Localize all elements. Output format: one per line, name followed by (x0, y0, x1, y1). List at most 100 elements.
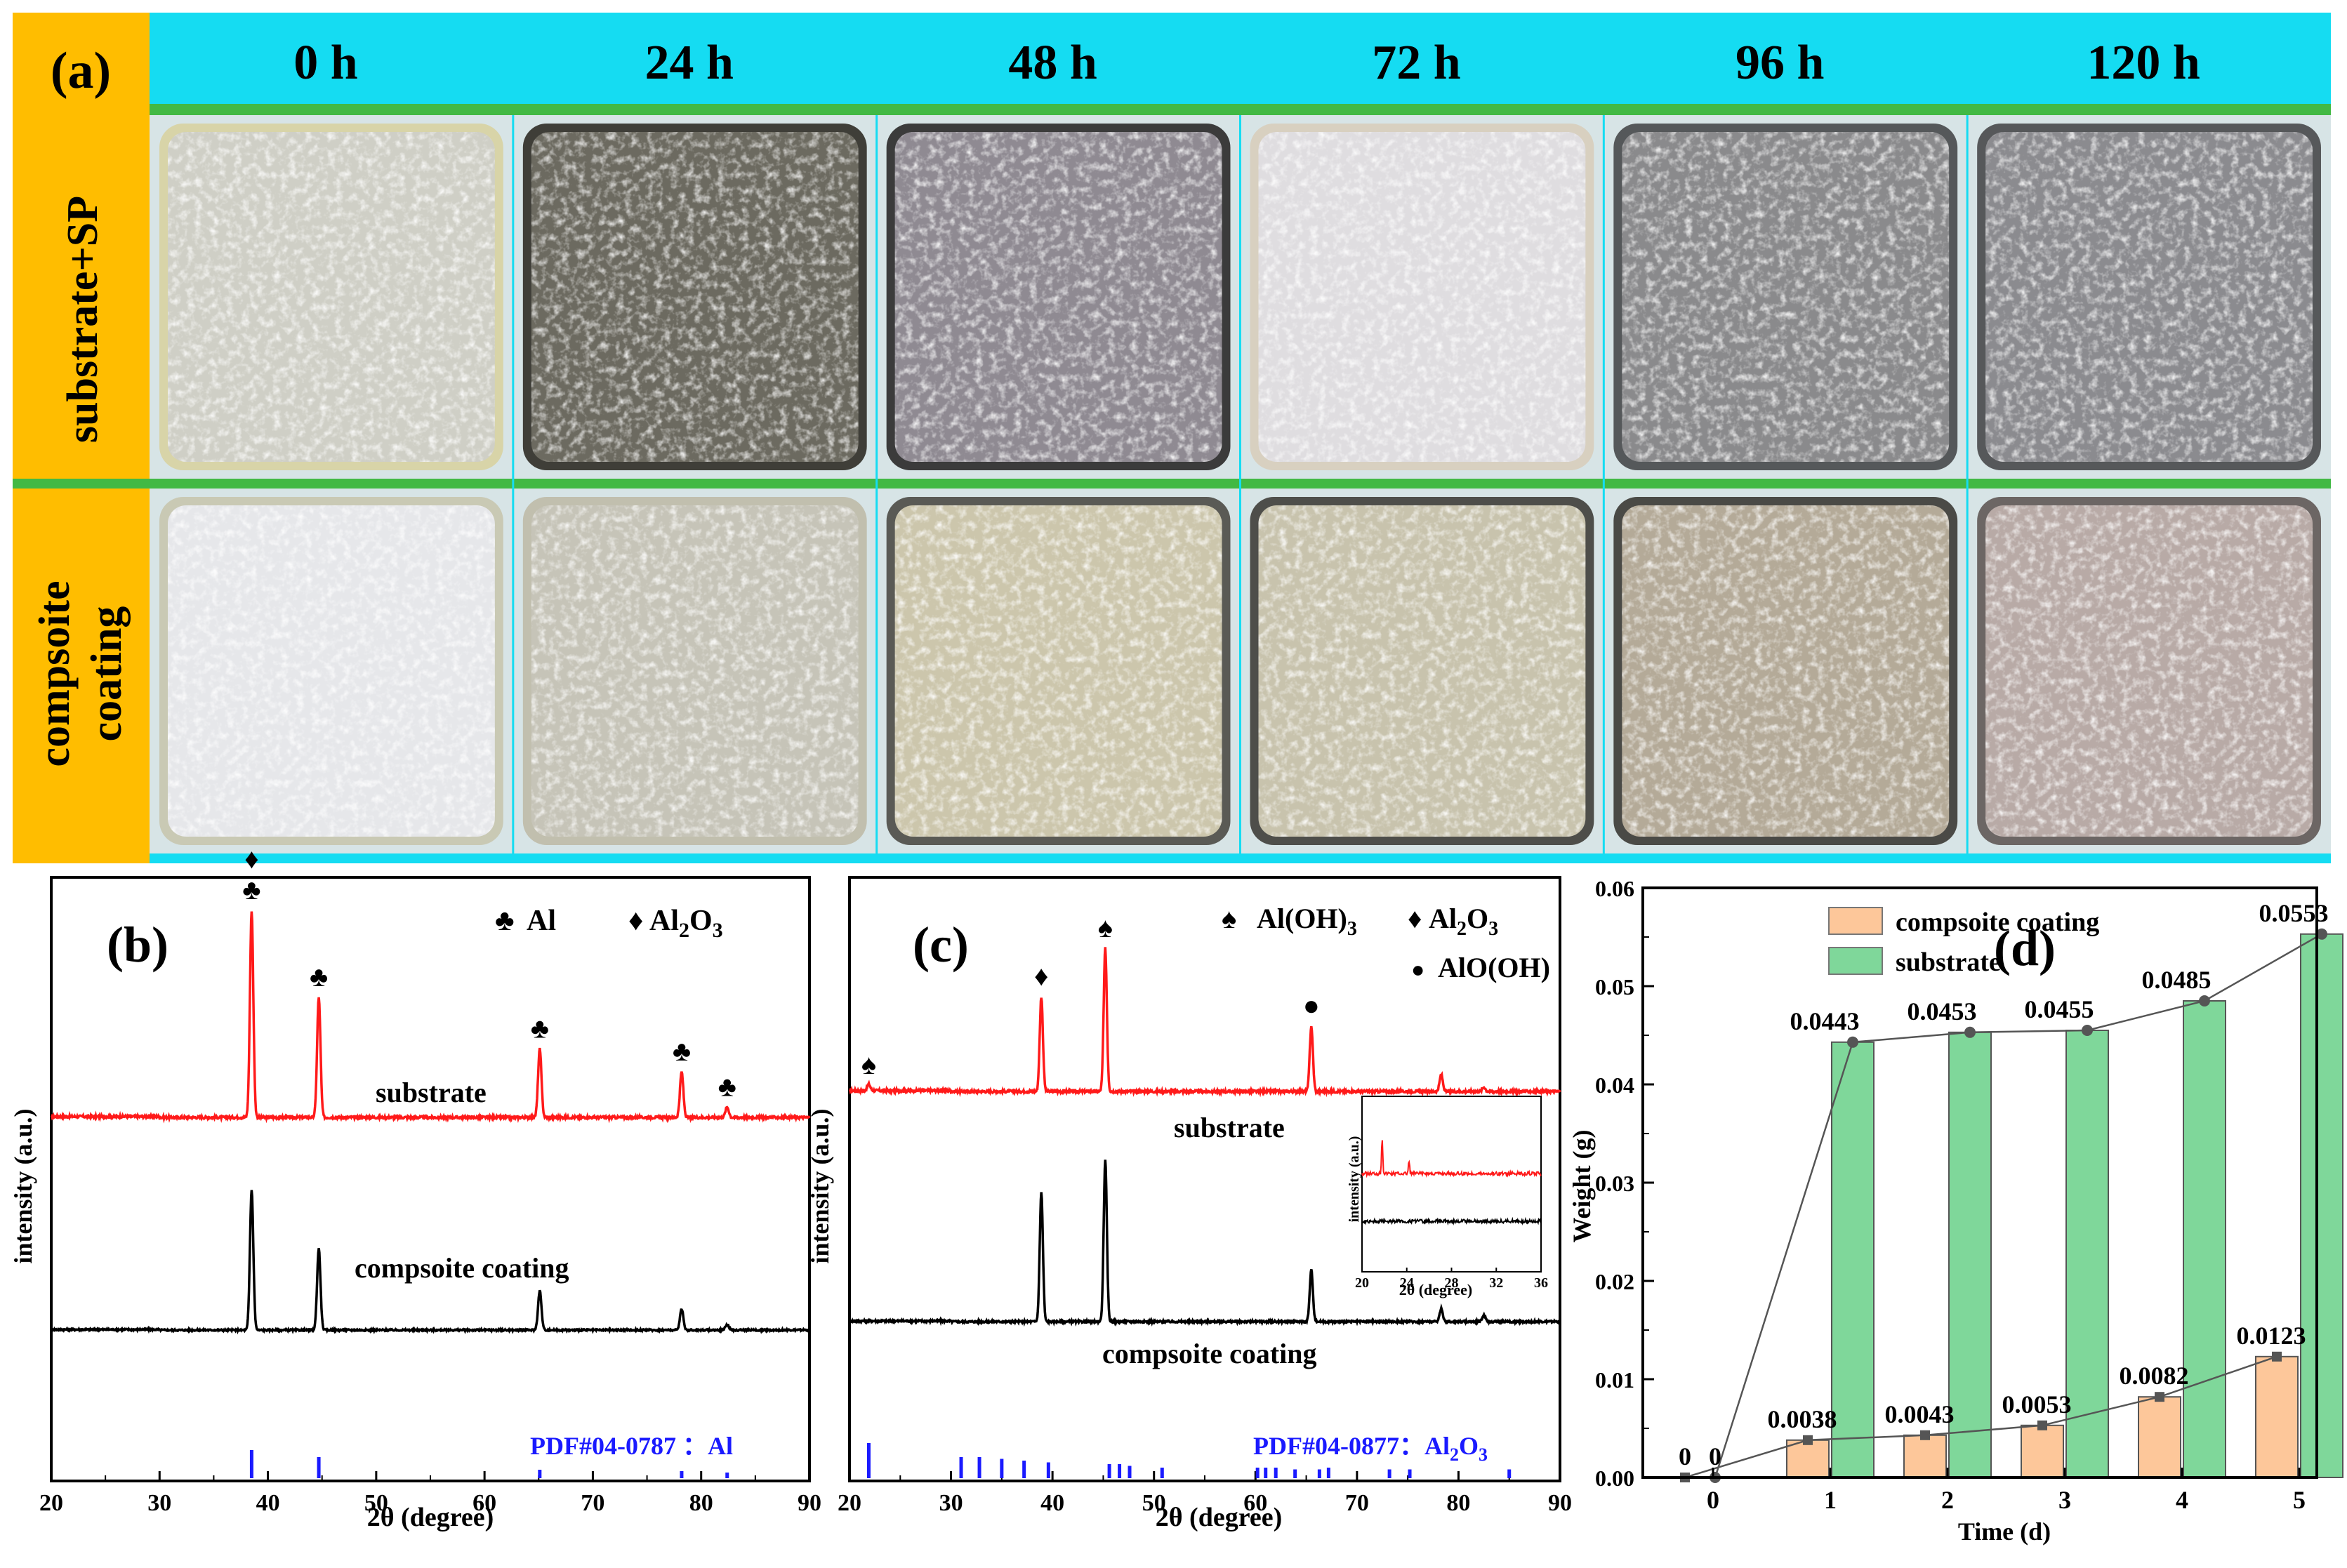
panel-c-x-axis-label: 2θ (degree) (1156, 1503, 1283, 1532)
bar-0-4 (2138, 1396, 2181, 1478)
sample-texture (1258, 505, 1586, 837)
x-tick-label-80: 80 (689, 1490, 713, 1516)
data-label-0-0: 0 (1679, 1442, 1691, 1470)
y-tick-label-4: 0.04 (1595, 1072, 1634, 1098)
point-0-2 (1920, 1430, 1930, 1440)
sample-texture (531, 132, 859, 462)
panel-a-middle-green-line (13, 479, 2331, 489)
panel-c-inset: 20 24 28 32 36 (1355, 1096, 1548, 1291)
trace-label-substrate-c: substrate (1174, 1112, 1285, 1143)
inset-y-axis-label: intensity (a.u.) (1347, 1136, 1362, 1223)
xrd-trace-compsoite-coating (50, 1190, 811, 1335)
x-category-label-4: 4 (2176, 1486, 2188, 1514)
sample-photo-r1-c5 (1967, 489, 2331, 853)
sample-photo-r1-c0 (150, 489, 513, 853)
data-label-0-4: 0.0082 (2120, 1362, 2189, 1390)
bar-0-1 (1786, 1439, 1830, 1479)
sample-texture (168, 132, 495, 462)
x-tick-label-60: 60 (1243, 1490, 1267, 1516)
x-tick-label-30: 30 (147, 1490, 171, 1516)
x-tick-label-40: 40 (1040, 1490, 1064, 1516)
peak-marker-0-0: ♠ (861, 1049, 876, 1080)
time-header-labels: 0 h 24 h 48 h 72 h 96 h 120 h (293, 36, 2200, 90)
peak-marker-2-0: ♠ (1098, 912, 1113, 943)
x-tick-label-20: 20 (39, 1490, 63, 1516)
panel-c-legend: ♠ Al(OH)3 ♦ Al2O3 ● AlO(OH) (1222, 903, 1550, 983)
sample-photo-r1-c3 (1240, 489, 1604, 853)
time-label-3: 72 h (1372, 36, 1460, 90)
sample-photo-r0-c4 (1604, 115, 1968, 479)
x-tick-label-80: 80 (1446, 1490, 1470, 1516)
trace-label-composite-c: compsoite coating (1102, 1338, 1317, 1369)
point-0-5 (2272, 1351, 2282, 1362)
legend-label-substrate: substrate (1896, 948, 2001, 977)
peak-marker-3-0: ♣ (673, 1035, 691, 1067)
legend-swatch-composite (1828, 907, 1883, 935)
sample-photo-r0-c3 (1240, 115, 1604, 479)
panel-d-y-axis-label: Weight (g) (1568, 1130, 1596, 1243)
sample-photo-r0-c5 (1967, 115, 2331, 479)
x-tick-label-50: 50 (1142, 1490, 1166, 1516)
sample-texture (1258, 132, 1586, 462)
x-tick-label-70: 70 (1345, 1490, 1369, 1516)
point-0-4 (2155, 1392, 2164, 1402)
inset-x-tick-label-24: 24 (1400, 1275, 1414, 1291)
y-tick-label-6: 0.06 (1595, 876, 1634, 901)
sample-photo-r0-c0 (150, 115, 513, 479)
trend-line-1 (1714, 933, 2322, 1478)
x-tick-label-60: 60 (472, 1490, 496, 1516)
inset-trace-substrate (1361, 1140, 1542, 1178)
inset-x-tick-label-36: 36 (1534, 1275, 1548, 1291)
legend-diamond-symbol-c: ♦ (1408, 903, 1422, 934)
point-1-3 (2082, 1025, 2093, 1036)
legend-label-composite: compsoite coating (1896, 908, 2099, 937)
legend-diamond-symbol: ♦ (628, 905, 643, 937)
x-tick-label-40: 40 (256, 1490, 280, 1516)
sample-texture (894, 505, 1222, 837)
y-tick-label-3: 0.03 (1595, 1171, 1634, 1196)
panel-a-label: (a) (51, 42, 111, 100)
sample-photo-r0-c2 (876, 115, 1241, 479)
legend-al2o3-text-c: Al2O3 (1429, 903, 1498, 940)
inset-x-tick-label-32: 32 (1489, 1275, 1503, 1291)
data-label-0-5: 0.0123 (2237, 1322, 2306, 1350)
panel-b-xrd-chart: (b) ♣ Al ♦ Al2O3 20 30 40 50 60 70 80 90♣♦♣♣♣♣ … (9, 843, 821, 1532)
peak-marker-0-0: ♦ (244, 843, 258, 875)
time-label-4: 96 h (1736, 36, 1824, 90)
xrd-trace-substrate (848, 947, 1561, 1098)
panel-c-plot-area: 20 30 40 50 60 70 80 90 ♠ ♦ ♠ ● (838, 912, 1572, 1516)
data-label-1-4: 0.0485 (2142, 966, 2212, 994)
legend-alooh-text: AlO(OH) (1438, 952, 1550, 983)
row-label-substrate-sp: substrate+SP (59, 196, 107, 443)
trend-line-0 (1684, 1355, 2277, 1479)
inset-x-axis-label: 2θ (degree) (1399, 1281, 1473, 1298)
xrd-trace-substrate (51, 911, 811, 1124)
bar-1-1 (1831, 1041, 1875, 1479)
row-label-composite-line1: compsoite (31, 580, 79, 766)
peak-marker-4-0: ♣ (718, 1070, 736, 1102)
panel-a-label-box (13, 13, 150, 863)
legend-swatch-substrate (1828, 947, 1883, 975)
x-category-label-3: 3 (2058, 1486, 2071, 1514)
panel-c-label: (c) (913, 917, 969, 973)
data-label-0-2: 0.0043 (1885, 1400, 1955, 1428)
sample-photo-r1-c2 (876, 489, 1241, 853)
y-tick-label-1: 0.01 (1595, 1367, 1634, 1393)
inset-trace-compsoite-coating (1361, 1216, 1542, 1226)
panel-a-header-bar (150, 13, 2331, 104)
bar-1-4 (2183, 1000, 2226, 1478)
panel-d-legend: compsoite coating substrate (1828, 907, 2099, 977)
point-1-4 (2199, 995, 2210, 1006)
panel-d-label: (d) (1994, 920, 2056, 976)
point-1-2 (1964, 1026, 1976, 1038)
data-label-0-3: 0.0053 (2002, 1390, 2072, 1418)
reference-label: PDF#04-0787 ：Al (530, 1432, 733, 1460)
peak-marker-3-0: ● (1303, 990, 1320, 1021)
time-label-2: 48 h (1008, 36, 1097, 90)
panel-b-plot-area: 20 30 40 50 60 70 80 90♣♦♣♣♣♣ (39, 843, 821, 1516)
bar-0-3 (2021, 1424, 2064, 1479)
bar-0-5 (2255, 1355, 2299, 1479)
inset-frame (1361, 1096, 1542, 1273)
sample-texture (1622, 505, 1950, 837)
